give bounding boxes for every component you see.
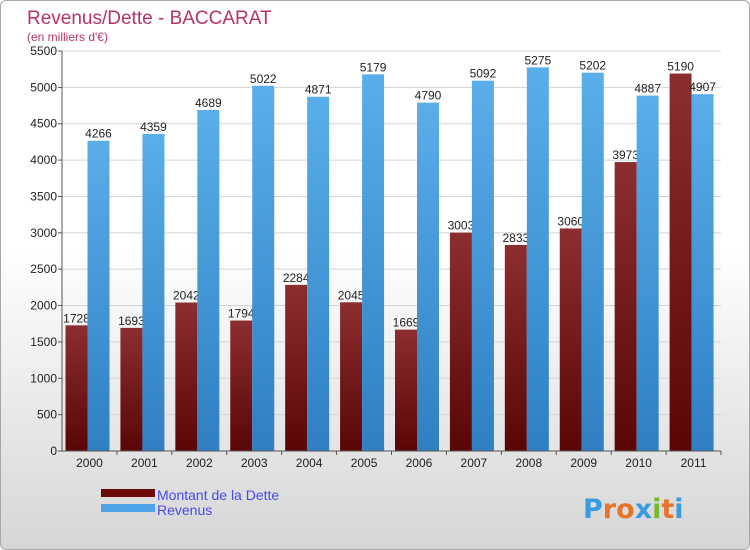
proxiti-logo-text: Proxiti [583,494,684,525]
bar-debt [669,73,692,451]
y-tick-label: 5500 [30,44,57,58]
x-tick-label: 2003 [241,456,268,470]
bar-debt [504,244,527,451]
data-label-debt: 1669 [393,316,420,330]
chart-subtitle: (en milliers d'€) [27,30,108,44]
x-tick-label: 2006 [406,456,433,470]
legend: Montant de la Dette Revenus [101,487,279,518]
logo-letter: o [616,494,635,525]
data-label-revenus: 4790 [415,89,442,103]
grid [62,50,721,452]
y-tick-label: 4000 [30,153,57,167]
x-tick-label: 2010 [625,456,652,470]
data-label-revenus: 5179 [360,60,387,74]
bar-debt [285,284,308,451]
legend-swatch-debt [101,489,155,497]
bar-debt [614,162,637,451]
x-tick-label: 2011 [681,456,707,470]
bar-debt [559,228,582,451]
data-label-debt: 1693 [118,314,145,328]
bar-debt [230,320,253,451]
y-tick-label: 3000 [30,226,57,240]
x-tick-label: 2002 [186,456,213,470]
bar-revenus [362,74,385,451]
y-tick-label: 1500 [30,335,57,349]
logo-letter: x [635,494,652,525]
chart-title: Revenus/Dette - BACCARAT [27,8,272,29]
y-tick-label: 0 [50,444,57,458]
bar-revenus [142,133,165,451]
data-label-revenus: 4266 [85,127,112,141]
x-tick-label: 2005 [351,456,378,470]
legend-label-revenus: Revenus [157,502,212,518]
y-tick-label: 2500 [30,262,57,276]
data-label-debt: 3003 [448,219,475,233]
logo-letter: i [674,494,683,525]
bar-revenus [87,140,110,451]
x-tick-label: 2008 [515,456,542,470]
data-label-debt: 3060 [557,214,584,228]
data-label-revenus: 4871 [305,83,332,97]
x-tick-label: 2004 [296,456,323,470]
x-tick-label: 2009 [570,456,597,470]
bars: 1728 4266 1693 4359 2042 4689 1794 5022 2284 4871… [63,53,716,452]
bar-debt [65,325,88,451]
data-label-debt: 2042 [173,288,200,302]
y-axis: 0 500 1000 1500 2000 2500 3000 3500 4000 4500 5000… [30,44,63,458]
bar-revenus [307,96,330,451]
data-label-revenus: 4689 [195,96,222,110]
x-tick-label: 2007 [461,456,488,470]
data-label-debt: 1728 [63,311,90,325]
y-tick-label: 1000 [30,371,57,385]
y-tick-label: 500 [37,408,57,422]
data-label-revenus: 5092 [470,67,497,81]
data-label-revenus: 4887 [634,82,661,96]
y-tick-label: 4500 [30,117,57,131]
proxiti-logo: Proxiti [583,494,684,525]
bar-revenus [526,67,549,451]
bar-revenus [197,109,220,452]
x-axis: 2000 2001 2002 2003 2004 2005 2006 2007 2008 2009… [62,450,722,470]
bar-debt [120,327,143,451]
bar-revenus [252,85,275,451]
data-label-debt: 3973 [612,148,639,162]
data-label-debt: 2284 [283,271,310,285]
data-label-debt: 1794 [228,307,255,321]
data-label-revenus: 5022 [250,72,277,86]
bar-debt [175,302,198,451]
bar-revenus [417,102,439,452]
bar-revenus [471,80,494,451]
x-tick-label: 2001 [131,456,158,470]
x-tick-label: 2000 [76,456,103,470]
logo-letter: i [652,494,661,525]
data-label-revenus: 5202 [579,59,606,73]
bar-revenus [636,95,659,451]
y-tick-label: 5000 [30,80,57,94]
data-label-debt: 2833 [502,231,529,245]
data-label-revenus: 4907 [689,80,716,94]
legend-label-debt: Montant de la Dette [157,487,279,503]
logo-letter: r [603,494,617,525]
y-tick-label: 3500 [30,189,57,203]
bar-revenus [581,72,604,451]
logo-letter: P [583,494,603,525]
y-tick-label: 2000 [30,299,57,313]
logo-letter: t [661,494,674,525]
legend-swatch-revenus [101,504,155,512]
data-label-debt: 5190 [667,60,694,74]
bar-debt [449,232,472,451]
bar-revenus [691,94,714,452]
data-label-debt: 2045 [338,288,365,302]
data-label-revenus: 4359 [140,120,167,134]
bar-debt [395,329,417,451]
bar-debt [340,302,363,451]
data-label-revenus: 5275 [524,53,551,67]
